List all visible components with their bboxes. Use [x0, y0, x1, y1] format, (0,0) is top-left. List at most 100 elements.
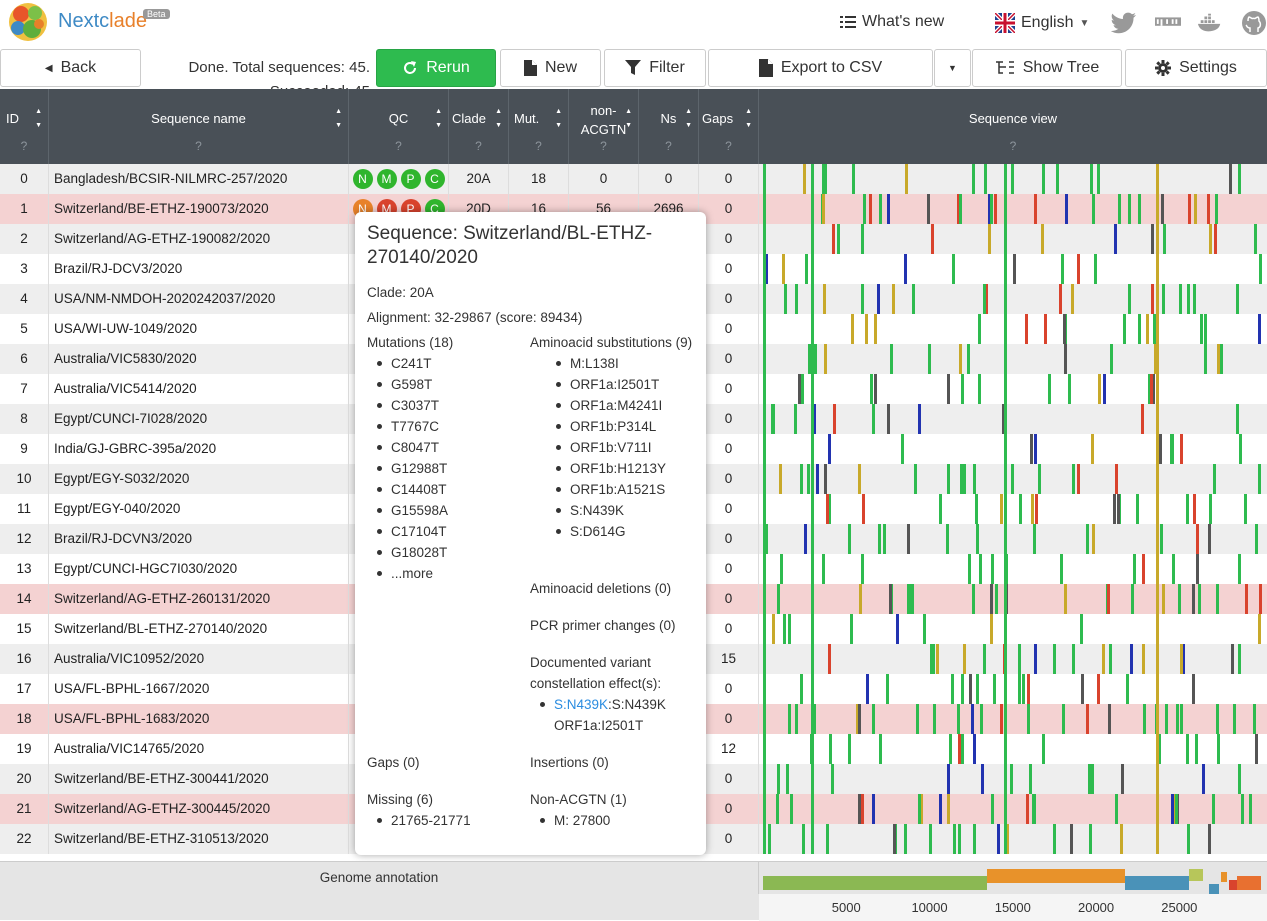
mutation-marker[interactable]	[777, 584, 780, 614]
mutation-marker[interactable]	[811, 404, 814, 434]
mutation-marker[interactable]	[969, 674, 972, 704]
mutation-marker[interactable]	[861, 224, 864, 254]
mutation-marker[interactable]	[979, 554, 982, 584]
export-csv-button[interactable]: Export to CSV	[708, 49, 933, 87]
mutation-marker[interactable]	[1156, 644, 1159, 674]
mutation-marker[interactable]	[1042, 734, 1045, 764]
mutation-marker[interactable]	[1004, 404, 1007, 434]
mutation-marker[interactable]	[1212, 794, 1215, 824]
github-icon[interactable]	[1241, 10, 1267, 36]
mutation-marker[interactable]	[822, 194, 825, 224]
mutation-marker[interactable]	[808, 344, 811, 374]
sort-icon[interactable]: ▲ ▼	[335, 108, 342, 129]
mutation-marker[interactable]	[912, 284, 915, 314]
mutation-marker[interactable]	[763, 824, 766, 854]
gene-m[interactable]	[1209, 884, 1219, 894]
sort-icon[interactable]: ▲ ▼	[35, 108, 42, 129]
mutation-marker[interactable]	[763, 734, 766, 764]
mutation-marker[interactable]	[779, 464, 782, 494]
mutation-marker[interactable]	[1215, 194, 1218, 224]
mutation-marker[interactable]	[1148, 374, 1151, 404]
mutation-marker[interactable]	[1035, 494, 1038, 524]
mutation-marker[interactable]	[953, 824, 956, 854]
mutation-marker[interactable]	[811, 614, 814, 644]
mutation-marker[interactable]	[1018, 674, 1021, 704]
mutation-marker[interactable]	[1004, 704, 1007, 734]
mutation-marker[interactable]	[1209, 224, 1212, 254]
mutation-marker[interactable]	[763, 554, 766, 584]
mutation-marker[interactable]	[1259, 254, 1262, 284]
mutation-marker[interactable]	[990, 584, 993, 614]
mutation-marker[interactable]	[1175, 794, 1178, 824]
mutation-marker[interactable]	[893, 824, 896, 854]
mutation-marker[interactable]	[763, 644, 766, 674]
mutation-marker[interactable]	[1180, 704, 1183, 734]
mutation-marker[interactable]	[1214, 224, 1217, 254]
mutation-marker[interactable]	[947, 794, 950, 824]
mutation-marker[interactable]	[946, 524, 949, 554]
col-ns-filter[interactable]: ?	[665, 139, 672, 153]
mutation-marker[interactable]	[805, 254, 808, 284]
mutation-marker[interactable]	[1117, 494, 1120, 524]
col-id[interactable]: ID ▲ ▼ ?	[0, 89, 49, 164]
mutation-marker[interactable]	[829, 734, 832, 764]
gene-orf1a[interactable]	[763, 876, 987, 890]
sequence-view[interactable]	[759, 494, 1267, 524]
mutation-marker[interactable]	[958, 824, 961, 854]
mutation-marker[interactable]	[878, 524, 881, 554]
col-clade-filter[interactable]: ?	[475, 139, 482, 153]
mutation-marker[interactable]	[1180, 644, 1183, 674]
mutation-marker[interactable]	[967, 344, 970, 374]
sequence-view[interactable]	[759, 704, 1267, 734]
col-ns[interactable]: Ns ▲ ▼ ?	[639, 89, 699, 164]
mutation-marker[interactable]	[1258, 314, 1261, 344]
mutation-marker[interactable]	[990, 614, 993, 644]
mutation-marker[interactable]	[1151, 284, 1154, 314]
mutation-marker[interactable]	[872, 404, 875, 434]
col-mut[interactable]: Mut. ▲ ▼ ?	[509, 89, 569, 164]
mutation-marker[interactable]	[959, 344, 962, 374]
sequence-view[interactable]	[759, 554, 1267, 584]
mutation-marker[interactable]	[877, 284, 880, 314]
npm-icon[interactable]	[1155, 10, 1181, 36]
sequence-view[interactable]	[759, 224, 1267, 254]
sequence-view[interactable]	[759, 794, 1267, 824]
sequence-view[interactable]	[759, 374, 1267, 404]
mutation-marker[interactable]	[807, 464, 810, 494]
mutation-marker[interactable]	[976, 674, 979, 704]
mutation-marker[interactable]	[1097, 164, 1100, 194]
mutation-marker[interactable]	[1204, 344, 1207, 374]
mutation-marker[interactable]	[1202, 764, 1205, 794]
mutation-marker[interactable]	[1165, 704, 1168, 734]
sequence-view[interactable]	[759, 764, 1267, 794]
mutation-marker[interactable]	[874, 374, 877, 404]
mutation-marker[interactable]	[1156, 824, 1159, 854]
mutation-marker[interactable]	[1156, 284, 1159, 314]
mutation-marker[interactable]	[1156, 524, 1159, 554]
mutation-marker[interactable]	[914, 464, 917, 494]
mutation-marker[interactable]	[811, 194, 814, 224]
mutation-marker[interactable]	[997, 824, 1000, 854]
mutation-marker[interactable]	[961, 674, 964, 704]
mutation-marker[interactable]	[874, 314, 877, 344]
mutation-marker[interactable]	[848, 734, 851, 764]
mutation-marker[interactable]	[993, 674, 996, 704]
mutation-marker[interactable]	[1011, 464, 1014, 494]
mutation-marker[interactable]	[1156, 344, 1159, 374]
mutation-marker[interactable]	[1004, 674, 1007, 704]
mutation-marker[interactable]	[973, 464, 976, 494]
mutation-marker[interactable]	[1146, 314, 1149, 344]
mutation-marker[interactable]	[1180, 434, 1183, 464]
mutation-marker[interactable]	[1176, 704, 1179, 734]
mutation-marker[interactable]	[1253, 704, 1256, 734]
mutation-marker[interactable]	[887, 194, 890, 224]
mutation-marker[interactable]	[1004, 494, 1007, 524]
col-mut-filter[interactable]: ?	[535, 139, 542, 153]
mutation-marker[interactable]	[927, 194, 930, 224]
mutation-marker[interactable]	[978, 314, 981, 344]
mutation-marker[interactable]	[852, 164, 855, 194]
mutation-marker[interactable]	[886, 674, 889, 704]
qc-badge[interactable]: C	[424, 169, 445, 190]
mutation-marker[interactable]	[1077, 254, 1080, 284]
mutation-marker[interactable]	[1026, 794, 1029, 824]
